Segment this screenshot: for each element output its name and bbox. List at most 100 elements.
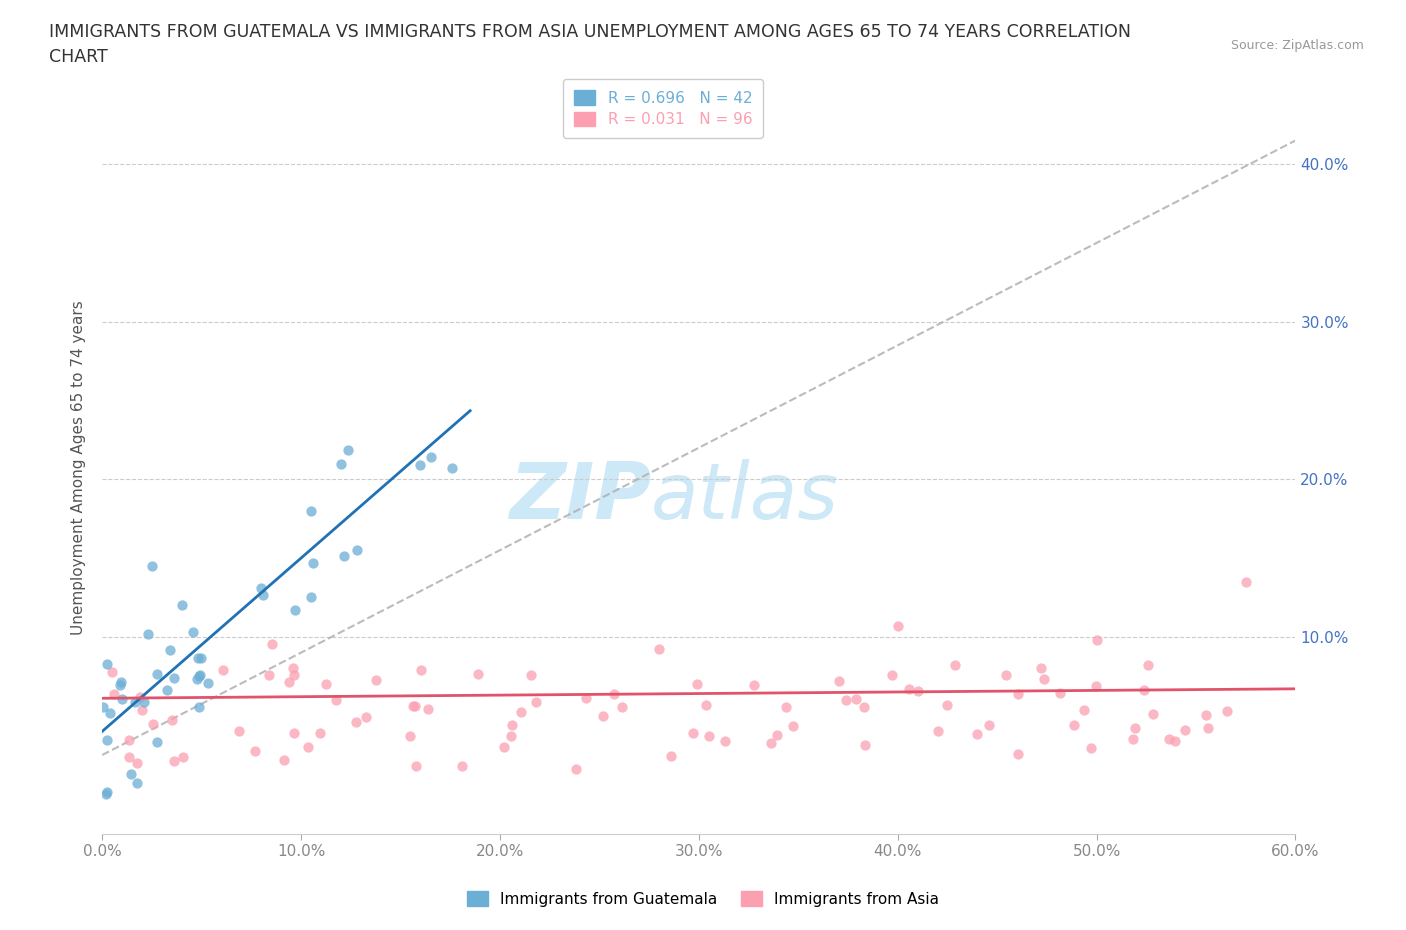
Point (337, 443, 360, 458)
Point (418, 701, 440, 716)
Point (125, 776, 148, 790)
Point (697, 728, 720, 743)
Point (943, 658, 966, 672)
Point (1234, 574, 1257, 589)
Point (111, 691, 134, 706)
Point (602, 686, 624, 701)
Point (325, 693, 347, 708)
Text: CHART: CHART (49, 48, 108, 66)
Point (510, 705, 533, 720)
Point (301, 555, 323, 570)
Point (160, 712, 183, 727)
Point (299, 590, 322, 604)
Point (252, 588, 274, 603)
Point (117, 750, 139, 764)
Point (260, 637, 283, 652)
Point (411, 663, 433, 678)
Point (146, 735, 169, 750)
Point (142, 717, 165, 732)
Point (315, 676, 337, 691)
Point (994, 667, 1017, 682)
Point (835, 693, 858, 708)
Point (1157, 732, 1180, 747)
Point (1174, 722, 1197, 737)
Point (880, 668, 903, 683)
Point (228, 724, 250, 738)
Point (898, 682, 921, 697)
Point (125, 756, 148, 771)
Point (845, 691, 868, 706)
Point (1197, 721, 1219, 736)
Point (440, 460, 463, 475)
Point (1122, 732, 1144, 747)
Point (346, 543, 368, 558)
Point (212, 663, 235, 678)
Point (1137, 658, 1160, 672)
Point (565, 762, 588, 777)
Point (592, 709, 614, 724)
Point (1029, 661, 1052, 676)
Point (243, 743, 266, 758)
Point (172, 750, 194, 764)
Point (977, 717, 1000, 732)
Point (1063, 717, 1085, 732)
Point (610, 699, 633, 714)
Point (1049, 685, 1071, 700)
Point (103, 687, 125, 702)
Point (100, 665, 122, 680)
Point (181, 624, 204, 639)
Point (501, 718, 523, 733)
Point (886, 618, 908, 633)
Point (333, 548, 356, 563)
Point (450, 758, 472, 773)
Point (575, 691, 598, 706)
Point (775, 699, 797, 714)
Point (141, 559, 163, 574)
Point (682, 725, 704, 740)
Point (170, 598, 193, 613)
Text: Source: ZipAtlas.com: Source: ZipAtlas.com (1230, 39, 1364, 52)
Point (120, 766, 142, 781)
Point (1216, 704, 1239, 719)
Point (404, 698, 426, 713)
Point (163, 671, 186, 685)
Point (273, 752, 295, 767)
Point (132, 695, 155, 710)
Point (91, 700, 114, 715)
Point (1032, 671, 1054, 686)
Point (405, 758, 427, 773)
Point (309, 725, 332, 740)
Point (1123, 720, 1146, 735)
Point (648, 642, 671, 657)
Point (714, 734, 737, 749)
Point (257, 668, 280, 683)
Point (1080, 740, 1102, 755)
Point (124, 695, 146, 710)
Point (494, 740, 516, 755)
Point (742, 678, 765, 693)
Point (131, 703, 153, 718)
Point (283, 668, 305, 683)
Point (188, 668, 211, 683)
Point (1007, 686, 1029, 701)
Point (281, 660, 304, 675)
Point (187, 651, 209, 666)
Text: IMMIGRANTS FROM GUATEMALA VS IMMIGRANTS FROM ASIA UNEMPLOYMENT AMONG AGES 65 TO : IMMIGRANTS FROM GUATEMALA VS IMMIGRANTS … (49, 23, 1132, 41)
Point (402, 698, 425, 713)
Point (156, 683, 179, 698)
Point (163, 753, 186, 768)
Point (188, 669, 211, 684)
Point (1132, 683, 1154, 698)
Point (659, 749, 682, 764)
Point (399, 728, 422, 743)
Point (186, 671, 208, 686)
Point (197, 676, 219, 691)
Point (159, 643, 181, 658)
Point (250, 581, 273, 596)
Text: atlas: atlas (651, 458, 839, 535)
Point (118, 732, 141, 747)
Point (96, 733, 118, 748)
Point (96, 657, 118, 671)
Point (766, 728, 789, 743)
Point (501, 728, 523, 743)
